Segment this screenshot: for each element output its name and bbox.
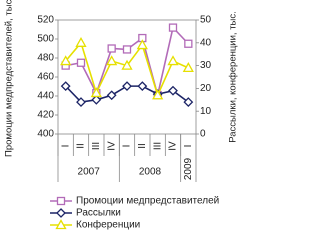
data-point	[122, 81, 132, 92]
y-axis-label: Промоции медпредставителей, тыс.	[4, 0, 15, 157]
legend-label: Рассылки	[76, 208, 121, 219]
y2-tick-label: 0	[200, 129, 206, 140]
y-tick-label: 420	[37, 110, 54, 121]
data-point	[90, 87, 102, 98]
data-point	[106, 90, 117, 101]
x-tick-label: III	[91, 142, 102, 150]
group-label: 2009	[183, 157, 194, 180]
x-tick-label: II	[76, 143, 87, 149]
y2-axis-label: Рассылки, конференции, тыс.	[228, 11, 239, 143]
chart: Промоции медпредставителей, тыс. Рассылк…	[4, 0, 239, 231]
data-point	[122, 45, 132, 54]
legend-label: Промоции медпредставителей	[76, 196, 219, 207]
x-tick-label: I	[183, 145, 194, 148]
y-tick-label: 520	[37, 15, 54, 26]
data-point	[136, 39, 148, 50]
y-tick-label: 400	[37, 129, 54, 140]
group-label: 2007	[78, 167, 101, 178]
data-point	[184, 39, 193, 48]
y2-tick-label: 30	[200, 60, 212, 71]
legend-marker	[55, 219, 67, 230]
data-point	[152, 89, 164, 100]
y2-tick-label: 50	[200, 15, 212, 26]
data-point	[168, 85, 178, 96]
x-tick-label: III	[152, 142, 163, 150]
data-point	[75, 36, 87, 47]
y2-tick-label: 10	[200, 106, 212, 117]
legend-marker	[56, 208, 66, 218]
data-point	[76, 97, 86, 107]
y-tick-label: 460	[37, 72, 54, 83]
x-tick-label: IV	[168, 141, 179, 151]
group-label: 2008	[139, 167, 162, 178]
data-point	[91, 94, 102, 105]
data-point	[60, 55, 72, 66]
data-point	[76, 58, 86, 67]
x-tick-label: II	[137, 143, 148, 149]
plot-frame	[57, 19, 197, 135]
x-tick-label: IV	[106, 141, 117, 151]
data-point	[107, 44, 116, 53]
data-point	[168, 23, 178, 32]
legend-label: Конференции	[76, 219, 140, 231]
data-point	[121, 59, 133, 70]
data-point	[183, 97, 194, 107]
y-tick-label: 500	[37, 34, 54, 45]
data-point	[182, 62, 194, 73]
y2-tick-label: 20	[200, 83, 212, 94]
y-tick-label: 440	[37, 91, 54, 102]
x-tick-label: I	[60, 145, 71, 148]
data-point	[60, 81, 71, 92]
data-point	[167, 55, 179, 66]
y2-tick-label: 40	[200, 37, 212, 48]
y-tick-label: 480	[37, 53, 54, 64]
legend-marker	[56, 196, 66, 206]
data-point	[106, 55, 118, 66]
data-point	[137, 81, 148, 92]
x-tick-label: I	[122, 145, 133, 148]
